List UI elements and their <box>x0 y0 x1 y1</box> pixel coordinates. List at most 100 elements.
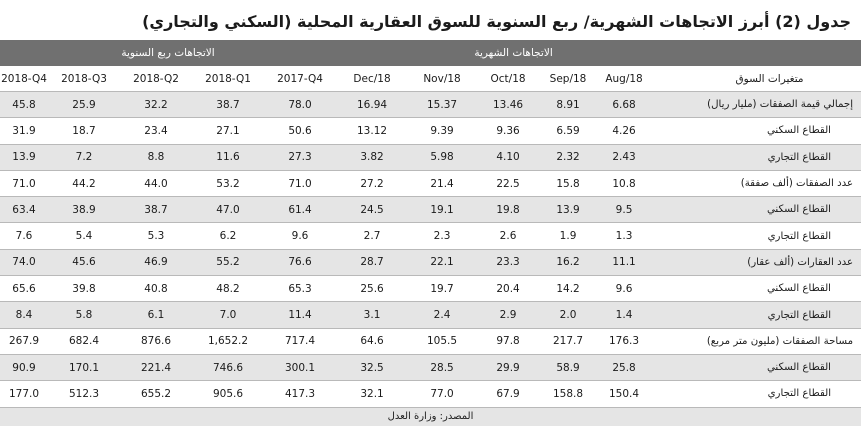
table-row: 267.9 682.4 876.6 1,652.2 717.4 64.6 105.5 97.8… <box>0 328 861 355</box>
table-cell: 2.0 <box>540 301 597 329</box>
table-cell: 97.8 <box>476 328 541 355</box>
table-cell: 1.4 <box>596 301 653 329</box>
table-cell: 44.2 <box>48 170 120 198</box>
table-cell: 15.37 <box>408 91 477 119</box>
column-header: Aug/18 <box>596 66 653 92</box>
table-cell: 2.9 <box>476 301 541 329</box>
table-cell: 2.6 <box>476 222 541 250</box>
table-cell: 78.0 <box>264 91 337 119</box>
table-cell: 19.8 <box>476 196 541 224</box>
table-row: 71.0 44.2 44.0 53.2 71.0 27.2 21.4 22.5 15.8 10.8… <box>0 170 861 198</box>
table-cell: 13.12 <box>336 117 409 145</box>
table-cell: 11.1 <box>596 249 653 277</box>
table-cell: 53.2 <box>192 170 264 198</box>
table-cell: 20.4 <box>476 275 541 303</box>
column-header: 2018-Q4 <box>0 66 48 92</box>
table-row: 90.9 170.1 221.4 746.6 300.1 32.5 28.5 29.9 58.9… <box>0 354 861 382</box>
table-cell: 71.0 <box>0 170 48 198</box>
table-cell: 300.1 <box>264 354 337 382</box>
table-cell: 3.1 <box>336 301 409 329</box>
table-cell: 19.7 <box>408 275 477 303</box>
table-cell: 65.3 <box>264 275 337 303</box>
table-cell: 4.26 <box>596 117 653 145</box>
table-cell: 267.9 <box>0 328 48 355</box>
table-cell: 61.4 <box>264 196 337 224</box>
table-cell: 6.2 <box>192 222 264 250</box>
row-label: عدد العقارات (ألف عقار) <box>652 249 861 277</box>
table-cell: 1,652.2 <box>192 328 264 355</box>
table-cell: 44.0 <box>120 170 192 198</box>
table-cell: 9.5 <box>596 196 653 224</box>
table-cell: 24.5 <box>336 196 409 224</box>
table-cell: 2.4 <box>408 301 477 329</box>
table-cell: 6.1 <box>120 301 192 329</box>
table-cell: 6.68 <box>596 91 653 119</box>
table-cell: 58.9 <box>540 354 597 382</box>
table-cell: 905.6 <box>192 380 264 408</box>
table-row: 13.9 7.2 8.8 11.6 27.3 3.82 5.98 4.10 2.32 2.43 ال… <box>0 144 861 171</box>
table-cell: 746.6 <box>192 354 264 382</box>
table-cell: 176.3 <box>596 328 653 355</box>
table-cell: 18.7 <box>48 117 120 145</box>
table-cell: 217.7 <box>540 328 597 355</box>
group-header-row: الاتجاهات ربع السنوية الاتجاهات الشهرية <box>0 40 861 66</box>
table-cell: 28.7 <box>336 249 409 277</box>
table-cell: 90.9 <box>0 354 48 382</box>
table-row: 7.6 5.4 5.3 6.2 9.6 2.7 2.3 2.6 1.9 1.3 القطاع الت… <box>0 222 861 250</box>
table-cell: 32.5 <box>336 354 409 382</box>
table-cell: 13.9 <box>0 144 48 171</box>
table-cell: 10.8 <box>596 170 653 198</box>
table-cell: 6.59 <box>540 117 597 145</box>
table-cell: 27.2 <box>336 170 409 198</box>
row-label: القطاع التجاري <box>652 301 861 329</box>
table-cell: 71.0 <box>264 170 337 198</box>
table-cell: 46.9 <box>120 249 192 277</box>
table-cell: 2.43 <box>596 144 653 171</box>
table-cell: 27.1 <box>192 117 264 145</box>
table-cell: 38.7 <box>192 91 264 119</box>
table-row: 31.9 18.7 23.4 27.1 50.6 13.12 9.39 9.36 6.59 4.2… <box>0 117 861 145</box>
column-header: 2017-Q4 <box>264 66 337 92</box>
table-cell: 39.8 <box>48 275 120 303</box>
table-cell: 28.5 <box>408 354 477 382</box>
source-row: المصدر: وزارة العدل <box>0 407 861 426</box>
row-label: القطاع السكني <box>652 117 861 145</box>
table-cell: 9.39 <box>408 117 477 145</box>
table-title: جدول (2) أبرز الاتجاهات الشهرية/ ربع الس… <box>142 12 851 31</box>
table-cell: 5.4 <box>48 222 120 250</box>
table-cell: 9.6 <box>264 222 337 250</box>
table-row: 45.8 25.9 32.2 38.7 78.0 16.94 15.37 13.46 8.91 6… <box>0 91 861 119</box>
table-cell: 19.1 <box>408 196 477 224</box>
column-header-row: 2018-Q4 2018-Q3 2018-Q2 2018-Q1 2017-Q4 Dec/1… <box>0 66 861 92</box>
table-cell: 45.6 <box>48 249 120 277</box>
table-cell: 23.3 <box>476 249 541 277</box>
row-label: القطاع السكني <box>652 275 861 303</box>
column-header: 2018-Q3 <box>48 66 120 92</box>
table-cell: 7.6 <box>0 222 48 250</box>
table-cell: 25.9 <box>48 91 120 119</box>
table-cell: 11.6 <box>192 144 264 171</box>
column-header: Nov/18 <box>408 66 477 92</box>
table-cell: 38.7 <box>120 196 192 224</box>
table-cell: 67.9 <box>476 380 541 408</box>
table-cell: 32.1 <box>336 380 409 408</box>
row-label: القطاع التجاري <box>652 222 861 250</box>
column-header: Dec/18 <box>336 66 409 92</box>
table-cell: 655.2 <box>120 380 192 408</box>
column-header: 2018-Q2 <box>120 66 192 92</box>
table-row: 65.6 39.8 40.8 48.2 65.3 25.6 19.7 20.4 14.2 9.6 ا… <box>0 275 861 303</box>
table-cell: 25.6 <box>336 275 409 303</box>
table-body: 45.8 25.9 32.2 38.7 78.0 16.94 15.37 13.46 8.91 6… <box>0 91 861 408</box>
table-cell: 158.8 <box>540 380 597 408</box>
table-cell: 13.46 <box>476 91 541 119</box>
table-cell: 48.2 <box>192 275 264 303</box>
table-cell: 876.6 <box>120 328 192 355</box>
column-header: Oct/18 <box>476 66 541 92</box>
table-cell: 8.91 <box>540 91 597 119</box>
table-cell: 16.2 <box>540 249 597 277</box>
table-cell: 22.1 <box>408 249 477 277</box>
table-cell: 150.4 <box>596 380 653 408</box>
table-cell: 11.4 <box>264 301 337 329</box>
table-cell: 7.2 <box>48 144 120 171</box>
table-cell: 29.9 <box>476 354 541 382</box>
